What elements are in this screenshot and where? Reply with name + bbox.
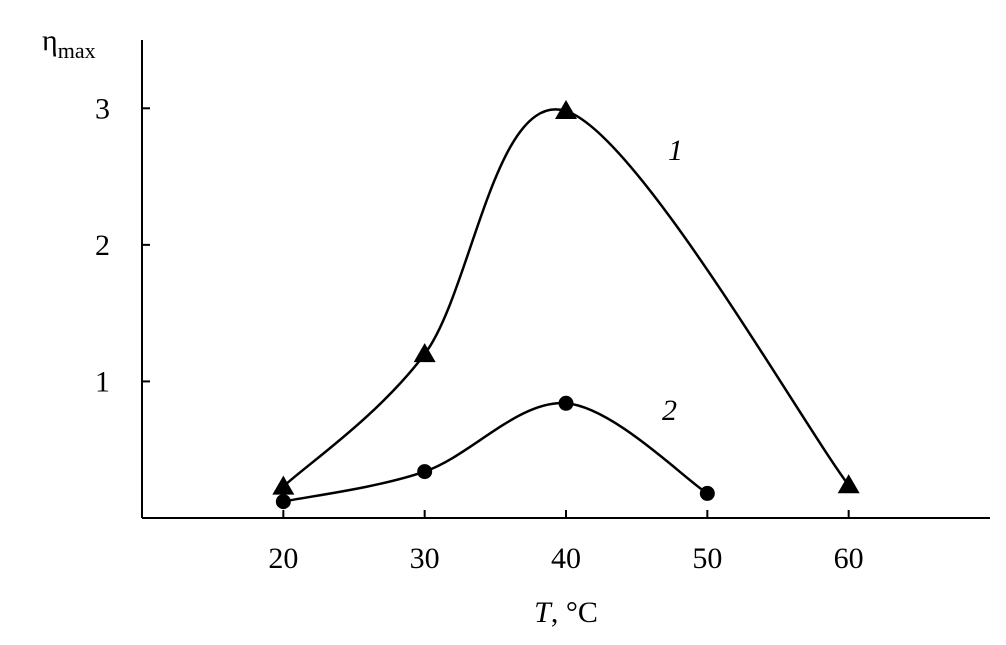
x-axis-label: T, °C [534,596,598,629]
series-label: 1 [668,134,683,167]
y-label-symbol: η [42,24,58,57]
series-line [282,108,850,488]
x-label-symbol: T [534,596,553,629]
triangle-marker [413,343,436,363]
x-tick-label: 30 [410,542,440,575]
y-tick-label: 3 [95,92,110,125]
series-label: 2 [662,394,677,427]
y-tick-label: 1 [95,365,110,398]
circle-marker [699,485,715,501]
x-tick-label: 40 [551,542,581,575]
series-line [283,402,709,503]
circle-marker [417,464,433,480]
triangle-marker [272,475,295,495]
triangle-marker [837,474,860,494]
circle-marker [558,395,574,411]
y-label-subscript: max [58,38,96,63]
x-tick-label: 20 [268,542,298,575]
triangle-marker [555,100,577,120]
circle-marker [275,494,291,510]
y-tick-label: 2 [95,229,110,262]
x-tick-label: 60 [834,542,864,575]
x-tick-label: 50 [692,542,722,575]
x-label-unit: , °C [551,596,598,629]
y-axis-label: ηmax [42,24,96,63]
